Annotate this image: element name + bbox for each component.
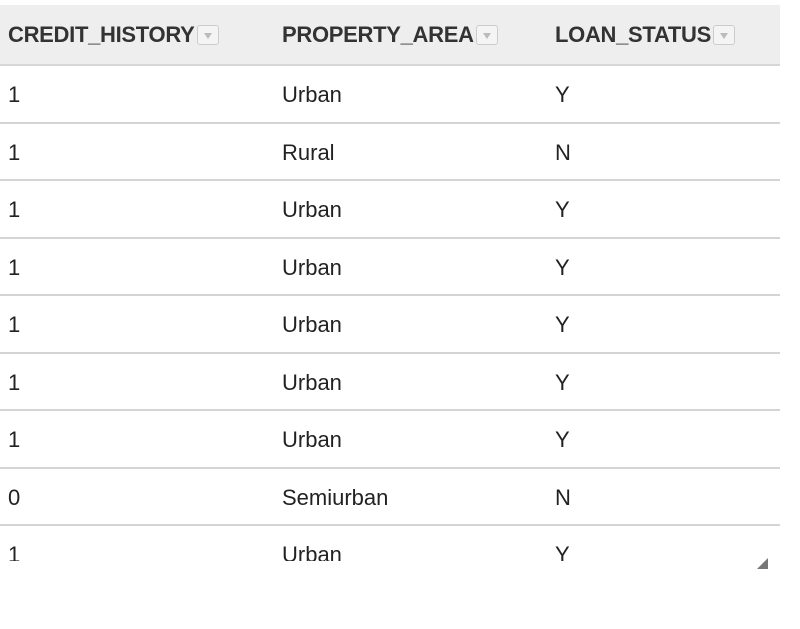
table-cell: Urban — [282, 542, 342, 561]
table-cell: Y — [555, 82, 570, 107]
table-row[interactable]: 1 Rural N — [0, 124, 780, 181]
table-cell: Y — [555, 312, 570, 337]
table-row[interactable]: 1 Urban Y — [0, 411, 780, 469]
table-cell: Y — [555, 254, 570, 280]
table-header: CREDIT_HISTORY PROPERTY_AREA LOAN_STATUS — [0, 5, 780, 66]
table-cell: Y — [555, 542, 570, 561]
table-cell: N — [555, 139, 571, 165]
column-header-loan-status[interactable]: LOAN_STATUS — [555, 22, 735, 48]
table-cell: Y — [555, 427, 570, 452]
table-cell: 1 — [8, 427, 21, 452]
table-cell: Rural — [282, 139, 335, 165]
table-cell: 1 — [8, 139, 21, 165]
column-label: CREDIT_HISTORY — [8, 21, 195, 47]
resize-handle-icon[interactable] — [757, 558, 768, 569]
table-cell: Y — [555, 369, 570, 395]
table-row[interactable]: 1 Urban Y — [0, 66, 780, 124]
table-cell: 1 — [8, 542, 21, 561]
table-cell: Urban — [282, 427, 342, 452]
column-label: LOAN_STATUS — [555, 21, 711, 47]
table-row[interactable]: 1 Urban Y — [0, 296, 780, 354]
table-cell: 1 — [8, 197, 21, 222]
table-cell: Y — [555, 197, 570, 222]
table-cell: Urban — [282, 254, 342, 280]
table-cell: Urban — [282, 197, 342, 222]
table-row[interactable]: 0 Semiurban N — [0, 469, 780, 526]
column-header-credit-history[interactable]: CREDIT_HISTORY — [8, 22, 219, 48]
column-header-property-area[interactable]: PROPERTY_AREA — [282, 22, 498, 48]
table-cell: N — [555, 484, 571, 510]
table-row[interactable]: 1 Urban Y — [0, 354, 780, 411]
data-table: CREDIT_HISTORY PROPERTY_AREA LOAN_STATUS… — [0, 5, 780, 561]
table-cell: 1 — [8, 82, 21, 107]
table-cell: 1 — [8, 254, 21, 280]
table-cell: 1 — [8, 369, 21, 395]
filter-dropdown-icon[interactable] — [475, 24, 498, 45]
table-row[interactable]: 1 Urban Y — [0, 526, 780, 561]
table-cell: Urban — [282, 369, 342, 395]
table-cell: Urban — [282, 312, 342, 337]
table-cell: 1 — [8, 312, 21, 337]
table-cell: Urban — [282, 82, 342, 107]
table-cell: 0 — [8, 484, 21, 510]
table-cell: Semiurban — [282, 484, 389, 510]
table-body: 1 Urban Y 1 Rural N 1 Urban Y 1 Urban Y 1 Urban Y 1 Urba… — [0, 66, 780, 561]
table-row[interactable]: 1 Urban Y — [0, 181, 780, 239]
column-label: PROPERTY_AREA — [282, 21, 474, 47]
table-row[interactable]: 1 Urban Y — [0, 239, 780, 296]
filter-dropdown-icon[interactable] — [196, 24, 219, 45]
filter-dropdown-icon[interactable] — [713, 24, 735, 45]
